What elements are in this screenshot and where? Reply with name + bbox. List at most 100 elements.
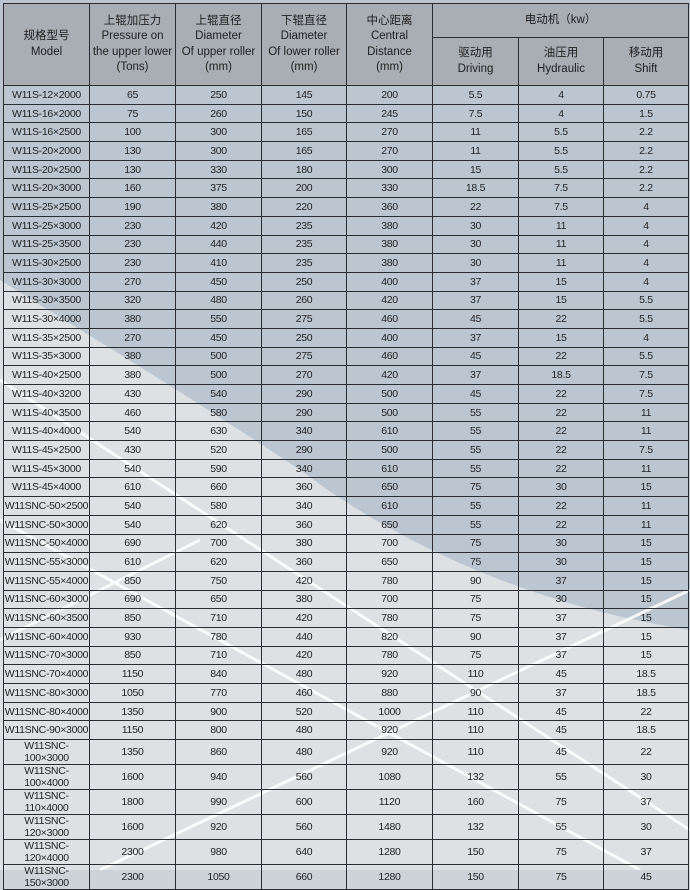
cell-shift: 2.2 <box>603 159 689 180</box>
cell-upper-diameter: 940 <box>175 764 262 791</box>
cell-center-distance: 780 <box>346 570 433 591</box>
cell-center-distance: 460 <box>346 346 433 367</box>
cell-driving: 37 <box>432 327 519 348</box>
table-row: W11SNC-55×4000 850 750 420 780 90 37 15 <box>3 570 689 591</box>
table-row: W11SNC-70×4000 1150 840 480 920 110 45 18.5 <box>3 664 689 684</box>
cell-upper-diameter: 650 <box>175 589 262 610</box>
cell-center-distance: 460 <box>346 309 433 329</box>
cell-lower-diameter: 420 <box>261 645 347 666</box>
cell-center-distance: 920 <box>346 720 433 741</box>
cell-lower-diameter: 165 <box>261 141 347 161</box>
cell-lower-diameter: 290 <box>261 384 347 404</box>
table-row: W11S-20×2000 130 300 165 270 11 5.5 2.2 <box>3 141 689 161</box>
cell-lower-diameter: 290 <box>261 402 347 423</box>
cell-hydraulic: 22 <box>518 421 604 442</box>
cell-model: W11S-30×2500 <box>3 253 90 273</box>
table-row: W11SNC-120×4000 2300 980 640 1280 150 75 37 <box>3 839 689 866</box>
cell-driving: 75 <box>432 533 519 554</box>
cell-hydraulic: 15 <box>518 290 604 311</box>
cell-lower-diameter: 150 <box>261 103 347 124</box>
table-row: W11S-30×2500 230 410 235 380 30 11 4 <box>3 253 689 273</box>
cell-hydraulic: 30 <box>518 477 604 498</box>
cell-center-distance: 700 <box>346 533 433 554</box>
cell-hydraulic: 55 <box>518 764 604 791</box>
cell-model: W11S-20×2000 <box>3 141 90 161</box>
header-lower-diameter-unit: (mm) <box>290 61 318 73</box>
cell-pressure: 850 <box>89 645 176 666</box>
cell-pressure: 1600 <box>89 814 176 841</box>
table-row: W11SNC-50×4000 690 700 380 700 75 30 15 <box>3 533 689 554</box>
header-driving: 驱动用 Driving <box>432 37 519 86</box>
cell-model: W11S-25×3500 <box>3 234 90 255</box>
header-hydraulic-zh: 油压用 <box>543 47 579 59</box>
cell-shift: 1.5 <box>603 103 689 124</box>
cell-upper-diameter: 550 <box>175 309 262 329</box>
table-row: W11S-16×2500 100 300 165 270 11 5.5 2.2 <box>3 122 689 143</box>
header-driving-zh: 驱动用 <box>458 47 493 59</box>
cell-model: W11S-25×3000 <box>3 215 90 236</box>
cell-pressure: 540 <box>89 458 176 479</box>
cell-upper-diameter: 410 <box>175 253 262 273</box>
cell-driving: 150 <box>432 839 519 866</box>
cell-shift: 11 <box>603 458 689 479</box>
cell-model: W11S-35×2500 <box>3 327 90 348</box>
cell-hydraulic: 37 <box>518 626 604 647</box>
header-pressure-unit: (Tons) <box>116 61 149 73</box>
table-row: W11S-30×3500 320 480 260 420 37 15 5.5 <box>3 290 689 311</box>
cell-model: W11SNC-80×4000 <box>3 701 90 722</box>
cell-center-distance: 1480 <box>346 814 433 841</box>
cell-driving: 55 <box>432 440 519 460</box>
cell-center-distance: 300 <box>346 159 433 180</box>
cell-pressure: 65 <box>89 85 176 105</box>
cell-upper-diameter: 250 <box>175 85 262 105</box>
cell-center-distance: 420 <box>346 365 433 385</box>
cell-center-distance: 270 <box>346 141 433 161</box>
cell-upper-diameter: 780 <box>175 626 262 647</box>
cell-pressure: 1800 <box>89 789 176 816</box>
cell-lower-diameter: 600 <box>261 789 347 816</box>
cell-lower-diameter: 200 <box>261 178 347 199</box>
cell-lower-diameter: 145 <box>261 85 347 105</box>
cell-driving: 110 <box>432 720 519 741</box>
cell-upper-diameter: 920 <box>175 814 262 841</box>
cell-hydraulic: 15 <box>518 327 604 348</box>
header-center-distance-en2: Distance <box>367 45 412 58</box>
cell-shift: 7.5 <box>603 440 689 460</box>
table-row: W11S-45×3000 540 590 340 610 55 22 11 <box>3 458 689 479</box>
header-model-zh: 规格型号 <box>23 30 70 42</box>
cell-model: W11SNC-55×4000 <box>3 570 90 591</box>
cell-lower-diameter: 380 <box>261 589 347 610</box>
cell-model: W11S-16×2000 <box>3 103 90 124</box>
cell-upper-diameter: 840 <box>175 664 262 684</box>
cell-lower-diameter: 420 <box>261 608 347 628</box>
table-row: W11S-16×2000 75 260 150 245 7.5 4 1.5 <box>3 103 689 124</box>
cell-hydraulic: 4 <box>518 103 604 124</box>
cell-driving: 110 <box>432 664 519 684</box>
cell-lower-diameter: 290 <box>261 440 347 460</box>
cell-center-distance: 420 <box>346 290 433 311</box>
cell-lower-diameter: 340 <box>261 421 347 442</box>
header-upper-diameter-en2: Of upper roller <box>181 45 256 58</box>
cell-upper-diameter: 710 <box>175 645 262 666</box>
cell-upper-diameter: 750 <box>175 570 262 591</box>
cell-upper-diameter: 1050 <box>175 864 262 890</box>
cell-shift: 7.5 <box>603 365 689 385</box>
cell-driving: 132 <box>432 814 519 841</box>
cell-pressure: 160 <box>89 178 176 199</box>
cell-upper-diameter: 580 <box>175 402 262 423</box>
cell-shift: 15 <box>603 626 689 647</box>
cell-driving: 37 <box>432 290 519 311</box>
cell-upper-diameter: 660 <box>175 477 262 498</box>
cell-pressure: 2300 <box>89 839 176 866</box>
cell-pressure: 380 <box>89 365 176 385</box>
cell-upper-diameter: 710 <box>175 608 262 628</box>
cell-hydraulic: 75 <box>518 864 604 890</box>
table-row: W11S-40×4000 540 630 340 610 55 22 11 <box>3 421 689 442</box>
cell-driving: 30 <box>432 234 519 255</box>
cell-hydraulic: 22 <box>518 402 604 423</box>
cell-hydraulic: 30 <box>518 533 604 554</box>
cell-shift: 4 <box>603 327 689 348</box>
cell-pressure: 690 <box>89 533 176 554</box>
table-row: W11SNC-150×3000 2300 1050 660 1280 150 75 45 <box>3 864 689 890</box>
cell-pressure: 75 <box>89 103 176 124</box>
